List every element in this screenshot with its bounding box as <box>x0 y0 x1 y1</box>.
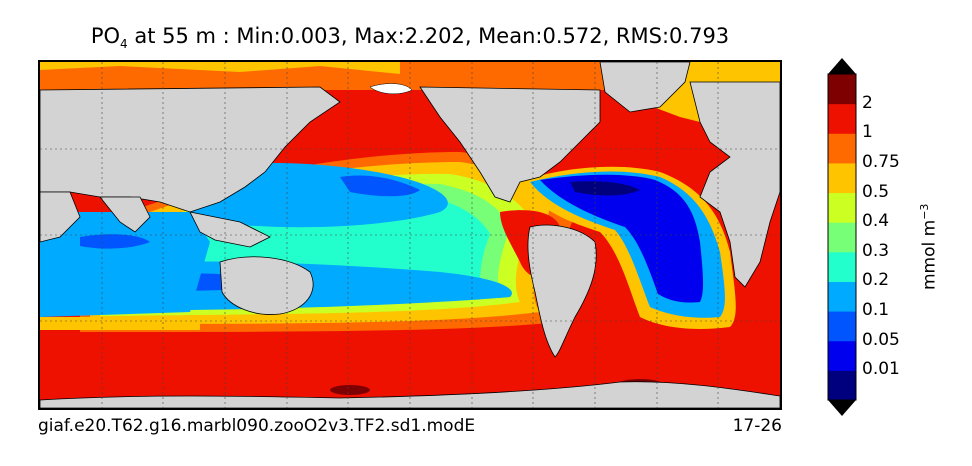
south-america-land <box>527 224 597 358</box>
graticule <box>40 62 780 408</box>
colorbar-units: mmol m−3 <box>918 204 940 290</box>
colorbar-min-arrow <box>828 400 856 416</box>
colorbar-segment <box>828 340 856 371</box>
atlantic-core <box>570 181 640 196</box>
colorbar-tick-label: 0.1 <box>862 300 890 321</box>
colorbar-tick-label: 0.2 <box>862 270 890 291</box>
title-stats: at 55 m : Min:0.003, Max:2.202, Mean:0.5… <box>127 24 730 48</box>
ocean-field-map <box>40 62 780 408</box>
colorbar-segment <box>828 133 856 164</box>
colorbar-segment <box>828 74 856 105</box>
europe-africa-land <box>689 81 780 288</box>
greenland-land <box>599 62 691 113</box>
sea-ice-patch <box>369 83 413 95</box>
indian-south-yellow <box>40 317 200 330</box>
colorbar-segment <box>828 103 856 134</box>
map-panel <box>38 60 782 410</box>
antarctic-dark-patch <box>330 385 370 395</box>
units-text: mmol m <box>919 219 940 290</box>
colorbar-segment <box>828 162 856 194</box>
colorbar-segment <box>828 222 856 253</box>
colorbar-border <box>827 73 857 401</box>
colorbar-segment <box>828 311 856 342</box>
title-subscript: 4 <box>120 37 128 52</box>
title-variable: PO <box>90 24 121 48</box>
colorbar-tick-label: 0.4 <box>862 211 890 232</box>
australia-land <box>219 256 314 315</box>
indian-ocean-core <box>80 234 150 249</box>
colorbar-segment <box>828 370 856 401</box>
colorbar-tick-label: 0.75 <box>862 151 900 172</box>
case-name: giaf.e20.T62.g16.marbl090.zooO2v3.TF2.sd… <box>38 416 476 436</box>
colorbar-tick-label: 0.01 <box>862 359 900 380</box>
plot-title: PO4 at 55 m : Min:0.003, Max:2.202, Mean… <box>0 24 820 51</box>
india-land <box>99 196 151 233</box>
colorbar-tick-label: 0.5 <box>862 181 890 202</box>
colorbar-segment <box>828 281 856 312</box>
arctic-yellow <box>40 62 400 74</box>
colorbar <box>827 58 857 416</box>
colorbar-tick-label: 0.05 <box>862 329 900 350</box>
colorbar-tick-label: 0.3 <box>862 240 890 261</box>
units-exponent: −3 <box>918 203 931 220</box>
indonesia-land <box>189 211 271 248</box>
north-pacific-core <box>340 175 420 197</box>
year-range: 17-26 <box>732 416 782 436</box>
colorbar-tick-label: 1 <box>862 122 873 143</box>
colorbar-max-arrow <box>828 58 856 74</box>
asia-land <box>40 86 341 213</box>
colorbar-segment <box>828 251 856 282</box>
atlantic-deep-blue <box>540 174 704 303</box>
arabia-land <box>40 191 81 243</box>
colorbar-tick-label: 2 <box>862 92 873 113</box>
colorbar-segment <box>828 192 856 223</box>
land-masses <box>40 62 780 408</box>
north-america-land <box>419 86 601 203</box>
